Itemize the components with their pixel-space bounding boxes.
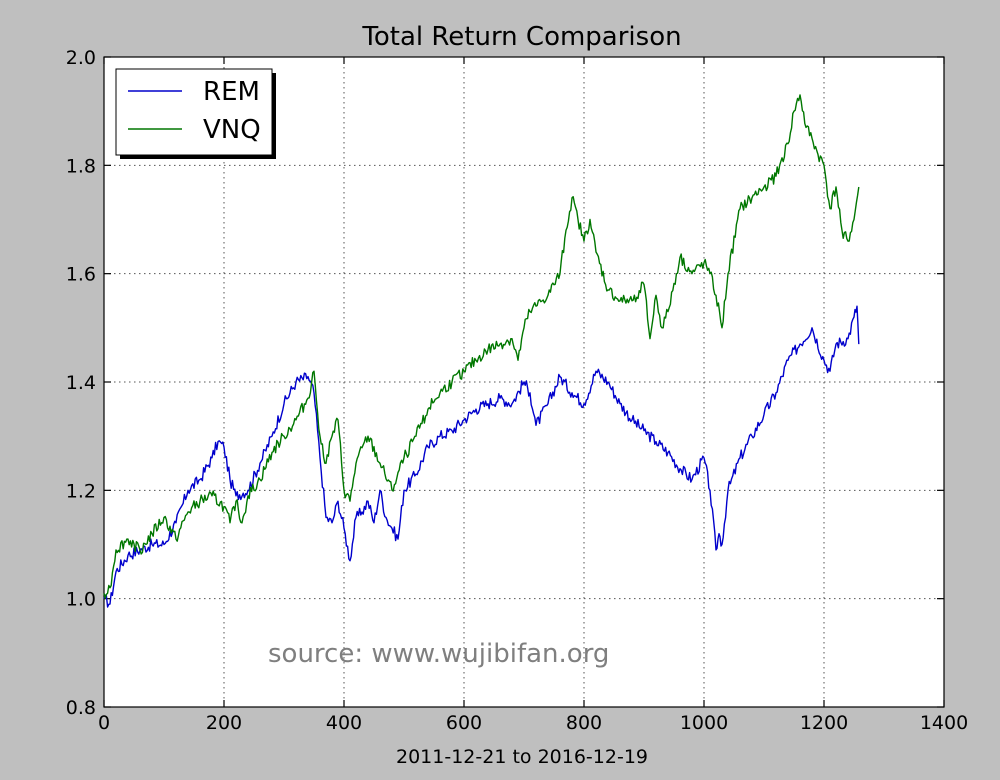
x-tick-label: 400 (326, 712, 362, 734)
grid-lines (104, 57, 944, 707)
x-axis-label: 2011-12-21 to 2016-12-19 (396, 746, 648, 768)
legend-label-rem: REM (203, 77, 260, 107)
legend-label-vnq: VNQ (203, 115, 261, 145)
x-tick-label: 0 (98, 712, 110, 734)
axis-ticks: 0 200 400 600 800 1000 1200 1400 0.8 1.0 1.2 1.4 1.6… (66, 47, 968, 734)
chart-title: Total Return Comparison (361, 22, 681, 52)
series-line-rem (103, 305, 860, 608)
series-line-vnq (103, 94, 860, 599)
x-tick-label: 1000 (680, 712, 728, 734)
x-tick-label: 1400 (920, 712, 968, 734)
y-tick-label: 0.8 (66, 697, 96, 719)
y-tick-label: 1.2 (66, 480, 96, 502)
y-tick-label: 1.8 (66, 155, 96, 177)
x-tick-label: 800 (566, 712, 602, 734)
y-tick-label: 1.0 (66, 589, 96, 611)
x-tick-label: 600 (446, 712, 482, 734)
x-tick-label: 200 (206, 712, 242, 734)
y-tick-label: 1.6 (66, 264, 96, 286)
source-watermark: source: www.wujibifan.org (268, 639, 609, 669)
y-tick-label: 1.4 (66, 372, 96, 394)
series-lines (103, 94, 860, 608)
y-tick-label: 2.0 (66, 47, 96, 69)
legend: REM VNQ (115, 68, 276, 159)
legend-box (115, 68, 273, 156)
x-tick-label: 1200 (800, 712, 848, 734)
